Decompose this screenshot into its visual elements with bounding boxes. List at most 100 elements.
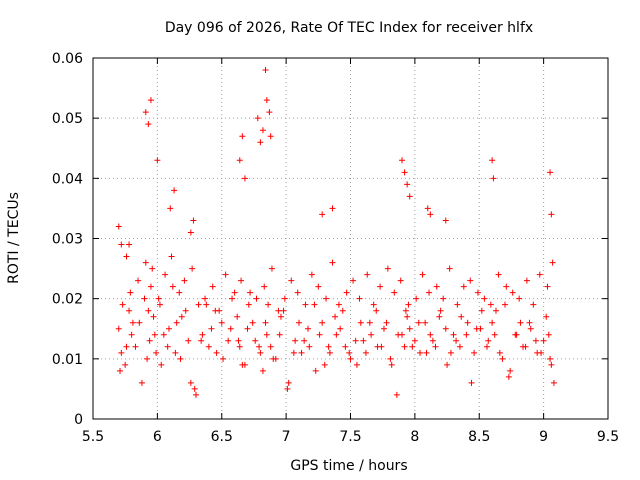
data-point [187, 379, 194, 386]
data-point [503, 283, 510, 290]
data-point [241, 175, 248, 182]
data-point [471, 349, 478, 356]
y-tick-label: 0.02 [52, 292, 83, 308]
data-point [446, 265, 453, 272]
data-point [326, 349, 333, 356]
data-point [527, 325, 534, 332]
data-point [356, 295, 363, 302]
data-point [545, 331, 552, 338]
data-point [142, 109, 149, 116]
data-point [164, 343, 171, 350]
x-axis: 5.5 6 6.5 7 7.5 8 8.5 9 9.5 [82, 58, 619, 445]
x-tick-label: 7 [282, 429, 291, 445]
data-point [478, 307, 485, 314]
data-point [220, 355, 227, 362]
data-point [127, 289, 134, 296]
data-point [427, 331, 434, 338]
data-point [171, 187, 178, 194]
data-point [156, 301, 163, 308]
data-point [153, 349, 160, 356]
data-point [301, 337, 308, 344]
data-point [205, 343, 212, 350]
data-point [496, 349, 503, 356]
data-point [208, 325, 215, 332]
data-point [177, 355, 184, 362]
data-point [209, 283, 216, 290]
data-point [404, 313, 411, 320]
data-point [346, 349, 353, 356]
data-point [483, 343, 490, 350]
data-point [263, 331, 270, 338]
data-point [423, 349, 430, 356]
data-point [122, 361, 129, 368]
data-point [373, 307, 380, 314]
data-point [158, 361, 165, 368]
data-point [266, 109, 273, 116]
data-point [422, 319, 429, 326]
data-point [235, 337, 242, 344]
data-point [505, 373, 512, 380]
x-tick-label: 6.5 [211, 429, 233, 445]
data-point [167, 205, 174, 212]
data-point [169, 283, 176, 290]
data-point [296, 319, 302, 326]
x-axis-label: GPS time / hours [290, 458, 407, 474]
data-point [339, 307, 346, 314]
data-point [388, 361, 395, 368]
data-point [424, 205, 431, 212]
data-point [128, 331, 135, 338]
data-point [244, 325, 251, 332]
y-axis: 0 0.01 0.02 0.03 0.04 0.05 0.06 [52, 51, 608, 428]
data-point [523, 277, 530, 284]
data-point [547, 355, 554, 362]
data-point [216, 307, 223, 314]
data-point [399, 157, 405, 164]
data-point [190, 217, 197, 224]
data-point [384, 265, 391, 272]
data-point [267, 133, 274, 140]
data-point [162, 271, 169, 278]
data-point [129, 319, 136, 326]
data-point [509, 289, 516, 296]
data-point [409, 343, 416, 350]
data-point [391, 289, 398, 296]
data-point [453, 337, 460, 344]
data-point [245, 301, 252, 308]
data-point [138, 379, 145, 386]
data-point [308, 271, 315, 278]
data-point [321, 361, 328, 368]
data-point [234, 313, 241, 320]
data-point [487, 301, 494, 308]
data-point [193, 391, 199, 398]
data-point [350, 277, 357, 284]
data-point [411, 337, 418, 344]
data-point [316, 331, 323, 338]
data-point [442, 325, 449, 332]
data-point [460, 283, 467, 290]
data-point [490, 175, 497, 182]
data-point [540, 337, 547, 344]
data-point [311, 301, 318, 308]
data-point [160, 331, 167, 338]
data-point [329, 259, 336, 266]
data-point [173, 319, 180, 326]
data-point [547, 169, 554, 176]
data-point [395, 331, 402, 338]
data-point [550, 379, 557, 386]
data-point [502, 301, 508, 308]
data-point [402, 307, 409, 314]
data-point [118, 349, 125, 356]
data-point [463, 331, 470, 338]
data-point [548, 211, 555, 218]
data-point [257, 349, 264, 356]
data-point [513, 331, 520, 338]
data-point [172, 349, 179, 356]
data-point [397, 277, 404, 284]
data-point [147, 97, 154, 104]
data-point [150, 313, 157, 320]
data-point [364, 271, 371, 278]
data-point [185, 337, 192, 344]
y-tick-label: 0.04 [52, 171, 83, 187]
data-point [145, 121, 152, 128]
grid-lines [93, 58, 608, 419]
